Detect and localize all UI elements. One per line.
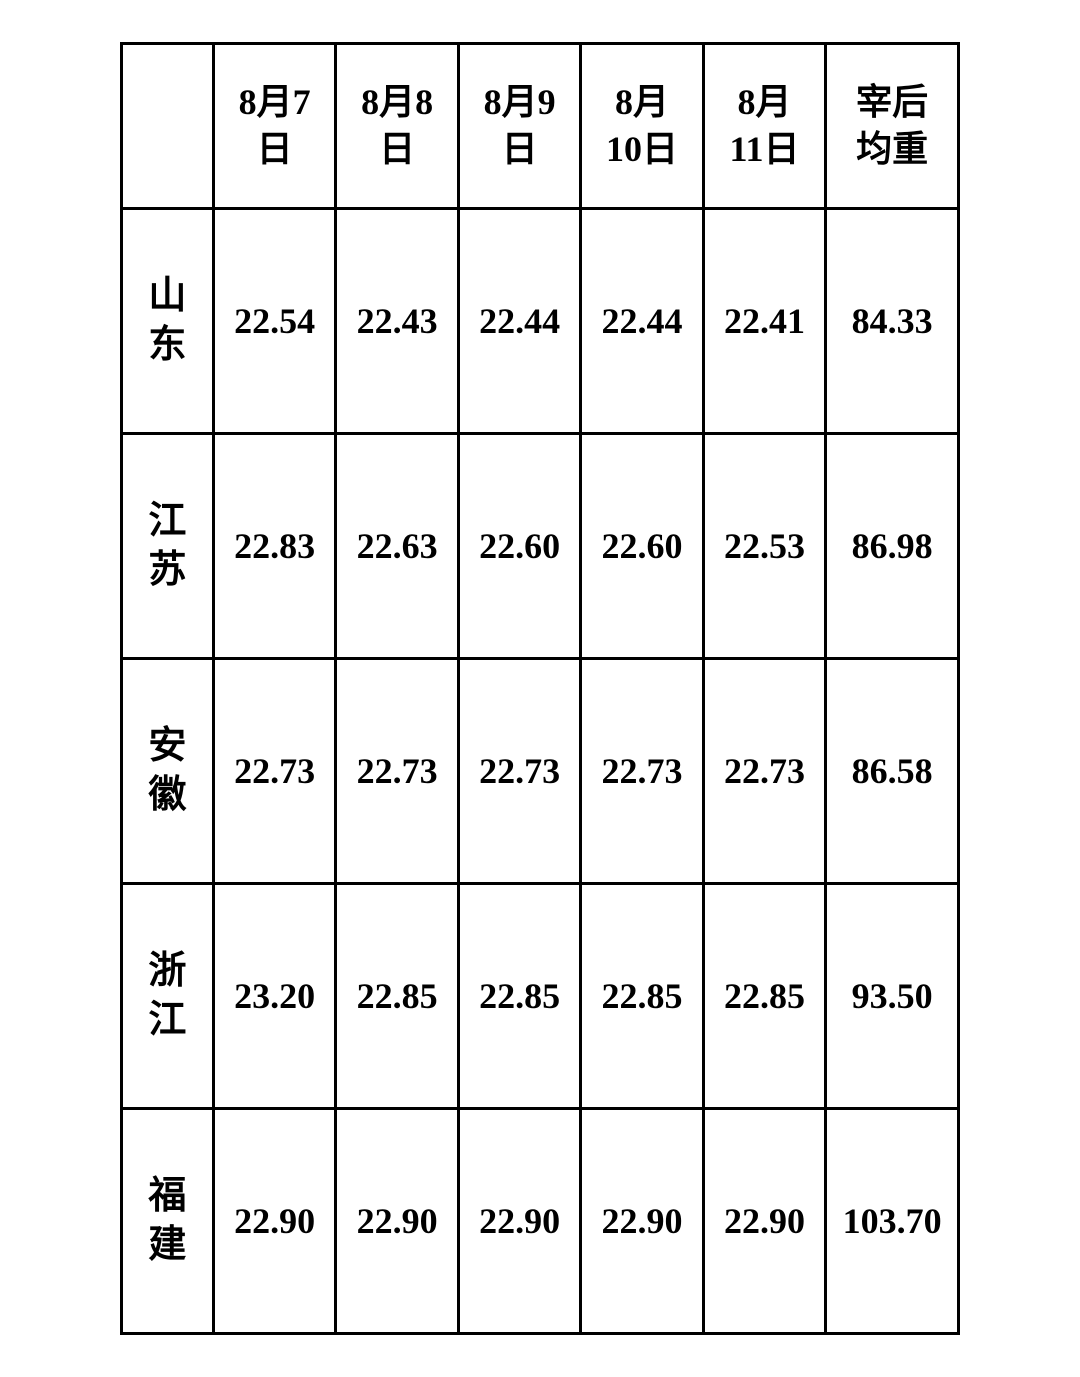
table-header-row: 8月7 日 8月8 日 8月9 日 8月 10日 8月 11日 bbox=[122, 44, 959, 209]
region-cell: 浙 江 bbox=[122, 884, 214, 1109]
value-cell: 22.85 bbox=[703, 884, 825, 1109]
header-date-1-line2: 日 bbox=[257, 129, 293, 169]
avg-cell: 93.50 bbox=[826, 884, 959, 1109]
value-cell: 22.54 bbox=[213, 209, 335, 434]
value-cell: 22.73 bbox=[703, 659, 825, 884]
header-date-1: 8月7 日 bbox=[213, 44, 335, 209]
header-date-3-line1: 8月9 bbox=[484, 82, 556, 122]
avg-cell: 86.98 bbox=[826, 434, 959, 659]
header-date-4-line2: 10日 bbox=[606, 129, 678, 169]
region-line1: 福 bbox=[148, 1175, 186, 1217]
value-cell: 22.60 bbox=[458, 434, 580, 659]
region-line2: 江 bbox=[148, 999, 186, 1041]
header-date-3-line2: 日 bbox=[502, 129, 538, 169]
header-date-5: 8月 11日 bbox=[703, 44, 825, 209]
table-row: 山 东 22.54 22.43 22.44 22.44 22.41 84.33 bbox=[122, 209, 959, 434]
header-avg-line1: 宰后 bbox=[856, 82, 928, 122]
value-cell: 22.43 bbox=[336, 209, 458, 434]
header-date-5-line2: 11日 bbox=[730, 129, 800, 169]
region-line1: 江 bbox=[148, 500, 186, 542]
header-avg: 宰后 均重 bbox=[826, 44, 959, 209]
header-date-2-line2: 日 bbox=[379, 129, 415, 169]
value-cell: 22.63 bbox=[336, 434, 458, 659]
value-cell: 22.90 bbox=[213, 1109, 335, 1334]
value-cell: 22.90 bbox=[336, 1109, 458, 1334]
table-row: 浙 江 23.20 22.85 22.85 22.85 22.85 93.50 bbox=[122, 884, 959, 1109]
value-cell: 22.73 bbox=[336, 659, 458, 884]
region-line2: 东 bbox=[148, 324, 186, 366]
table-row: 江 苏 22.83 22.63 22.60 22.60 22.53 86.98 bbox=[122, 434, 959, 659]
table-row: 安 徽 22.73 22.73 22.73 22.73 22.73 86.58 bbox=[122, 659, 959, 884]
value-cell: 22.60 bbox=[581, 434, 703, 659]
value-cell: 22.73 bbox=[458, 659, 580, 884]
value-cell: 22.90 bbox=[581, 1109, 703, 1334]
value-cell: 22.73 bbox=[581, 659, 703, 884]
value-cell: 22.41 bbox=[703, 209, 825, 434]
value-cell: 22.44 bbox=[581, 209, 703, 434]
region-cell: 山 东 bbox=[122, 209, 214, 434]
value-cell: 23.20 bbox=[213, 884, 335, 1109]
value-cell: 22.90 bbox=[458, 1109, 580, 1334]
region-line2: 苏 bbox=[148, 549, 186, 591]
region-line1: 安 bbox=[148, 725, 186, 767]
value-cell: 22.53 bbox=[703, 434, 825, 659]
header-date-4-line1: 8月 bbox=[615, 82, 669, 122]
value-cell: 22.85 bbox=[336, 884, 458, 1109]
region-cell: 安 徽 bbox=[122, 659, 214, 884]
price-table-container: 8月7 日 8月8 日 8月9 日 8月 10日 8月 11日 bbox=[120, 42, 960, 1335]
value-cell: 22.90 bbox=[703, 1109, 825, 1334]
region-line1: 山 bbox=[148, 275, 186, 317]
region-cell: 江 苏 bbox=[122, 434, 214, 659]
header-date-2-line1: 8月8 bbox=[361, 82, 433, 122]
price-table: 8月7 日 8月8 日 8月9 日 8月 10日 8月 11日 bbox=[120, 42, 960, 1335]
avg-cell: 103.70 bbox=[826, 1109, 959, 1334]
value-cell: 22.83 bbox=[213, 434, 335, 659]
value-cell: 22.73 bbox=[213, 659, 335, 884]
value-cell: 22.85 bbox=[458, 884, 580, 1109]
region-cell: 福 建 bbox=[122, 1109, 214, 1334]
avg-cell: 86.58 bbox=[826, 659, 959, 884]
header-date-5-line1: 8月 bbox=[738, 82, 792, 122]
header-avg-line2: 均重 bbox=[856, 129, 928, 169]
header-region bbox=[122, 44, 214, 209]
table-row: 福 建 22.90 22.90 22.90 22.90 22.90 103.70 bbox=[122, 1109, 959, 1334]
header-date-3: 8月9 日 bbox=[458, 44, 580, 209]
header-date-1-line1: 8月7 bbox=[239, 82, 311, 122]
value-cell: 22.85 bbox=[581, 884, 703, 1109]
header-date-2: 8月8 日 bbox=[336, 44, 458, 209]
region-line2: 徽 bbox=[148, 774, 186, 816]
region-line1: 浙 bbox=[148, 950, 186, 992]
avg-cell: 84.33 bbox=[826, 209, 959, 434]
value-cell: 22.44 bbox=[458, 209, 580, 434]
region-line2: 建 bbox=[148, 1224, 186, 1266]
header-date-4: 8月 10日 bbox=[581, 44, 703, 209]
